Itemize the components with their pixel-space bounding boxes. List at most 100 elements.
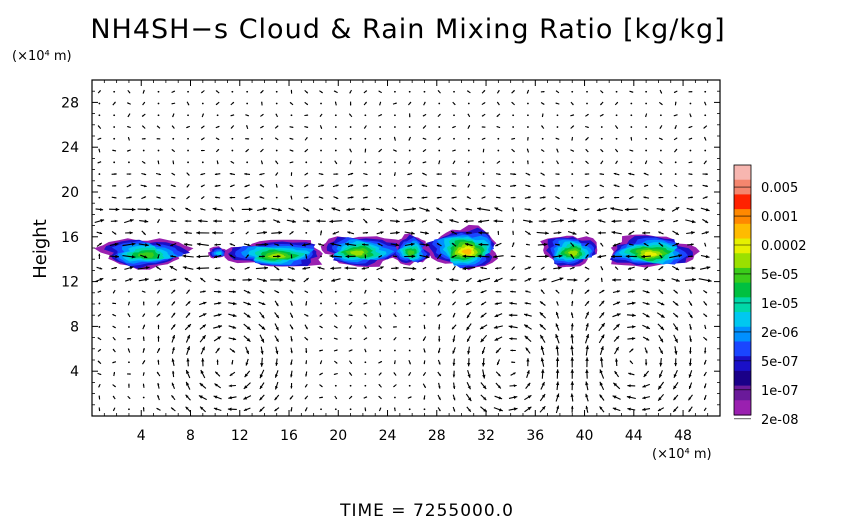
wind-vector-head (215, 371, 219, 375)
wind-vector-head (379, 279, 383, 282)
x-tick-label: 44 (625, 428, 643, 444)
wind-vector-head (305, 326, 308, 330)
wind-vector-head (143, 255, 148, 259)
wind-vector-head (186, 358, 190, 362)
wind-vector-head (260, 184, 262, 187)
colorbar-label: 5e-05 (761, 268, 799, 283)
wind-vector (674, 173, 677, 175)
wind-vector-head (601, 114, 604, 116)
wind-vector (320, 102, 322, 105)
wind-vector-head (411, 278, 415, 282)
wind-vector-head (114, 173, 117, 176)
wind-vector-head (112, 302, 114, 305)
wind-vector-head (335, 338, 338, 340)
wind-vector-head (229, 243, 233, 246)
wind-vector-head (380, 361, 382, 363)
wind-vector-head (631, 290, 635, 293)
wind-vector-head (112, 361, 114, 364)
x-tick-label: 40 (576, 428, 594, 444)
wind-vector-head (172, 162, 175, 165)
colorbar-swatch (734, 297, 751, 313)
wind-vector-head (320, 362, 322, 365)
wind-vector-head (291, 185, 294, 187)
wind-vector (408, 314, 411, 317)
wind-vector-head (424, 101, 426, 104)
wind-vector (379, 126, 382, 128)
wind-vector (128, 290, 130, 293)
wind-vector-head (231, 209, 234, 212)
wind-vector-head (320, 314, 323, 316)
cloud-contour (461, 248, 472, 255)
wind-vector-head (411, 254, 416, 259)
wind-vector-head (230, 266, 233, 269)
wind-vector-head (336, 173, 339, 175)
wind-vector-head (99, 185, 102, 187)
wind-vector-head (511, 138, 513, 140)
wind-vector-head (675, 278, 680, 282)
wind-vector-head (612, 243, 617, 247)
wind-vector (674, 196, 677, 199)
wind-vector-head (143, 324, 145, 327)
wind-vector (600, 137, 603, 140)
wind-vector-head (542, 184, 546, 187)
wind-vector-head (142, 114, 144, 117)
wind-vector-head (171, 407, 174, 410)
wind-vector-head (277, 254, 281, 258)
wind-vector-head (144, 184, 147, 188)
wind-vector-head (171, 358, 175, 362)
wind-vector-head (291, 126, 294, 128)
wind-vector-head (329, 254, 334, 258)
y-tick-label: 28 (61, 95, 79, 111)
wind-vector-head (127, 313, 130, 316)
wind-vector-head (187, 301, 191, 304)
wind-vector-head (601, 323, 605, 327)
wind-vector-head (290, 195, 293, 198)
wind-vector-head (587, 126, 589, 128)
wind-vector-head (320, 115, 322, 117)
wind-vector-head (495, 243, 499, 247)
wind-vector-head (453, 160, 455, 163)
x-tick-label: 20 (329, 428, 347, 444)
wind-vector (467, 102, 470, 105)
wind-vector-head (644, 267, 647, 270)
wind-vector (349, 290, 352, 293)
wind-vector-head (232, 313, 237, 318)
wind-vector-head (496, 350, 499, 353)
wind-vector-head (263, 230, 267, 235)
wind-vector-head (214, 383, 218, 387)
wind-vector-head (260, 150, 263, 152)
wind-vector-head (449, 278, 454, 282)
wind-vector-head (196, 266, 201, 270)
wind-vector-head (246, 231, 249, 234)
wind-vector-head (362, 243, 365, 246)
y-axis-unit: (×10⁴ m) (12, 49, 72, 64)
wind-vector-head (407, 196, 410, 199)
wind-vector-head (631, 91, 634, 93)
wind-vector-head (246, 350, 249, 355)
wind-vector-head (395, 266, 399, 270)
wind-vector-head (494, 207, 499, 211)
wind-vector-head (691, 231, 695, 235)
wind-vector-head (306, 208, 310, 212)
wind-vector-head (524, 313, 528, 317)
wind-vector-head (261, 291, 265, 294)
wind-vector-head (350, 314, 353, 316)
wind-vector-head (453, 397, 456, 401)
wind-vector-head (601, 334, 605, 339)
wind-vector-head (601, 312, 605, 316)
wind-vector-head (331, 207, 336, 211)
cloud-contour (407, 250, 415, 256)
wind-vector-head (291, 161, 294, 163)
wind-vector-head (248, 278, 252, 282)
wind-vector-head (438, 386, 441, 389)
wind-vector-head (644, 362, 648, 366)
wind-vector-head (157, 125, 159, 128)
wind-vector-head (422, 114, 425, 117)
wind-vector-head (158, 184, 161, 187)
wind-vector-head (690, 91, 693, 93)
wind-vector-head (437, 314, 440, 317)
wind-vector-head (394, 208, 398, 211)
wind-vector (98, 196, 101, 199)
wind-vector-head (528, 208, 532, 211)
